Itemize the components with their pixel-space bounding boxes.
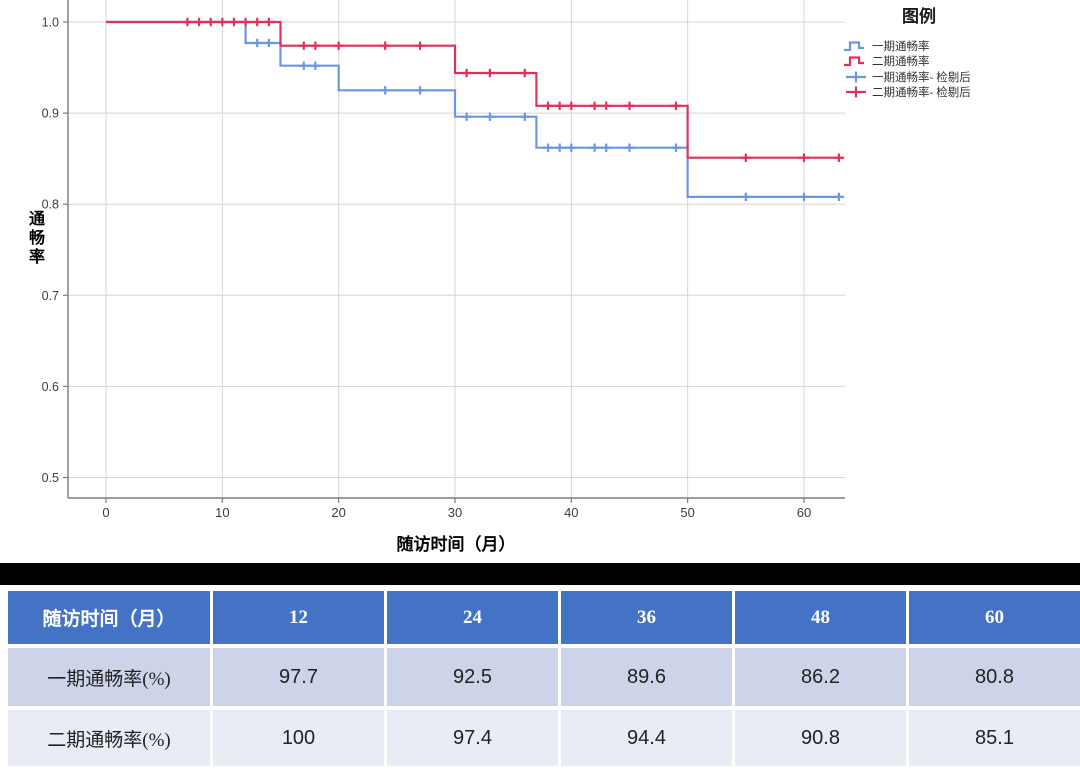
legend-item-2: 一期通畅率- 检剔后 <box>843 69 1080 85</box>
legend-item-label: 二期通畅率 <box>872 56 930 69</box>
censor-plus-icon <box>846 71 866 83</box>
table-header-time: 随访时间（月） <box>8 591 210 644</box>
table-row-label: 一期通畅率(%) <box>8 648 210 706</box>
table-cell: 97.4 <box>387 710 558 766</box>
y-tick-label: 0.9 <box>42 107 59 121</box>
legend-item-0: 一期通畅率 <box>843 38 1080 54</box>
x-tick-label: 40 <box>564 505 578 520</box>
table-header-cell: 36 <box>561 591 732 644</box>
x-tick-label: 0 <box>102 505 109 520</box>
table-cell: 85.1 <box>909 710 1080 766</box>
km-chart-panel: 0 10 20 30 40 50 60 1.0 0.9 0.8 0.7 0.6 0.5 通畅率 随访时间… <box>28 0 1080 554</box>
series-curve-0 <box>106 20 843 198</box>
step-line-icon <box>844 56 864 67</box>
follow-up-table: 随访时间（月） 12 24 36 48 60 一期通畅率(%) 97.7 92.5 89.6 86.… <box>8 591 1080 766</box>
table-cell: 94.4 <box>561 710 732 766</box>
table-header-cell: 60 <box>909 591 1080 644</box>
y-tick-label: 1.0 <box>42 16 59 30</box>
x-tick-label: 60 <box>797 505 811 520</box>
legend-items: 一期通畅率二期通畅率一期通畅率- 检剔后 二期通畅率- 检剔后 <box>843 38 1080 100</box>
x-axis-title: 随访时间（月） <box>396 535 516 554</box>
y-tick-label: 0.7 <box>42 289 59 303</box>
legend: 图例 一期通畅率二期通畅率一期通畅率- 检剔后 二期通畅率- 检剔后 <box>843 0 1080 100</box>
y-tick-label: 0.8 <box>42 198 59 212</box>
table-cell: 100 <box>213 710 384 766</box>
separator-band <box>0 563 1080 585</box>
x-tick-label: 50 <box>680 505 694 520</box>
censor-plus-icon <box>846 86 866 98</box>
table-header-cell: 24 <box>387 591 558 644</box>
table-cell: 89.6 <box>561 648 732 706</box>
table-header-cell: 48 <box>735 591 906 644</box>
x-tick-label: 20 <box>331 505 345 520</box>
y-tick-label: 0.5 <box>42 471 59 485</box>
table-row-label: 二期通畅率(%) <box>8 710 210 766</box>
legend-item-label: 一期通畅率- 检剔后 <box>872 71 971 84</box>
x-tick-label: 10 <box>215 505 229 520</box>
x-tick-label: 30 <box>448 505 462 520</box>
step-line-icon <box>844 41 864 51</box>
legend-item-3: 二期通畅率- 检剔后 <box>843 85 1080 101</box>
series-curve-1 <box>106 20 843 159</box>
legend-item-label: 二期通畅率- 检剔后 <box>872 87 971 100</box>
table-header-cell: 12 <box>213 591 384 644</box>
table-cell: 90.8 <box>735 710 906 766</box>
legend-item-1: 二期通畅率 <box>843 54 1080 70</box>
table-cell: 92.5 <box>387 648 558 706</box>
table-cell: 97.7 <box>213 648 384 706</box>
legend-item-label: 一期通畅率 <box>872 40 930 53</box>
table-cell: 86.2 <box>735 648 906 706</box>
y-axis-title: 通畅率 <box>28 211 45 266</box>
km-plot: 0 10 20 30 40 50 60 1.0 0.9 0.8 0.7 0.6 0.5 <box>42 0 845 520</box>
table-cell: 80.8 <box>909 648 1080 706</box>
legend-title: 图例 <box>902 7 936 26</box>
y-tick-label: 0.6 <box>42 380 59 394</box>
